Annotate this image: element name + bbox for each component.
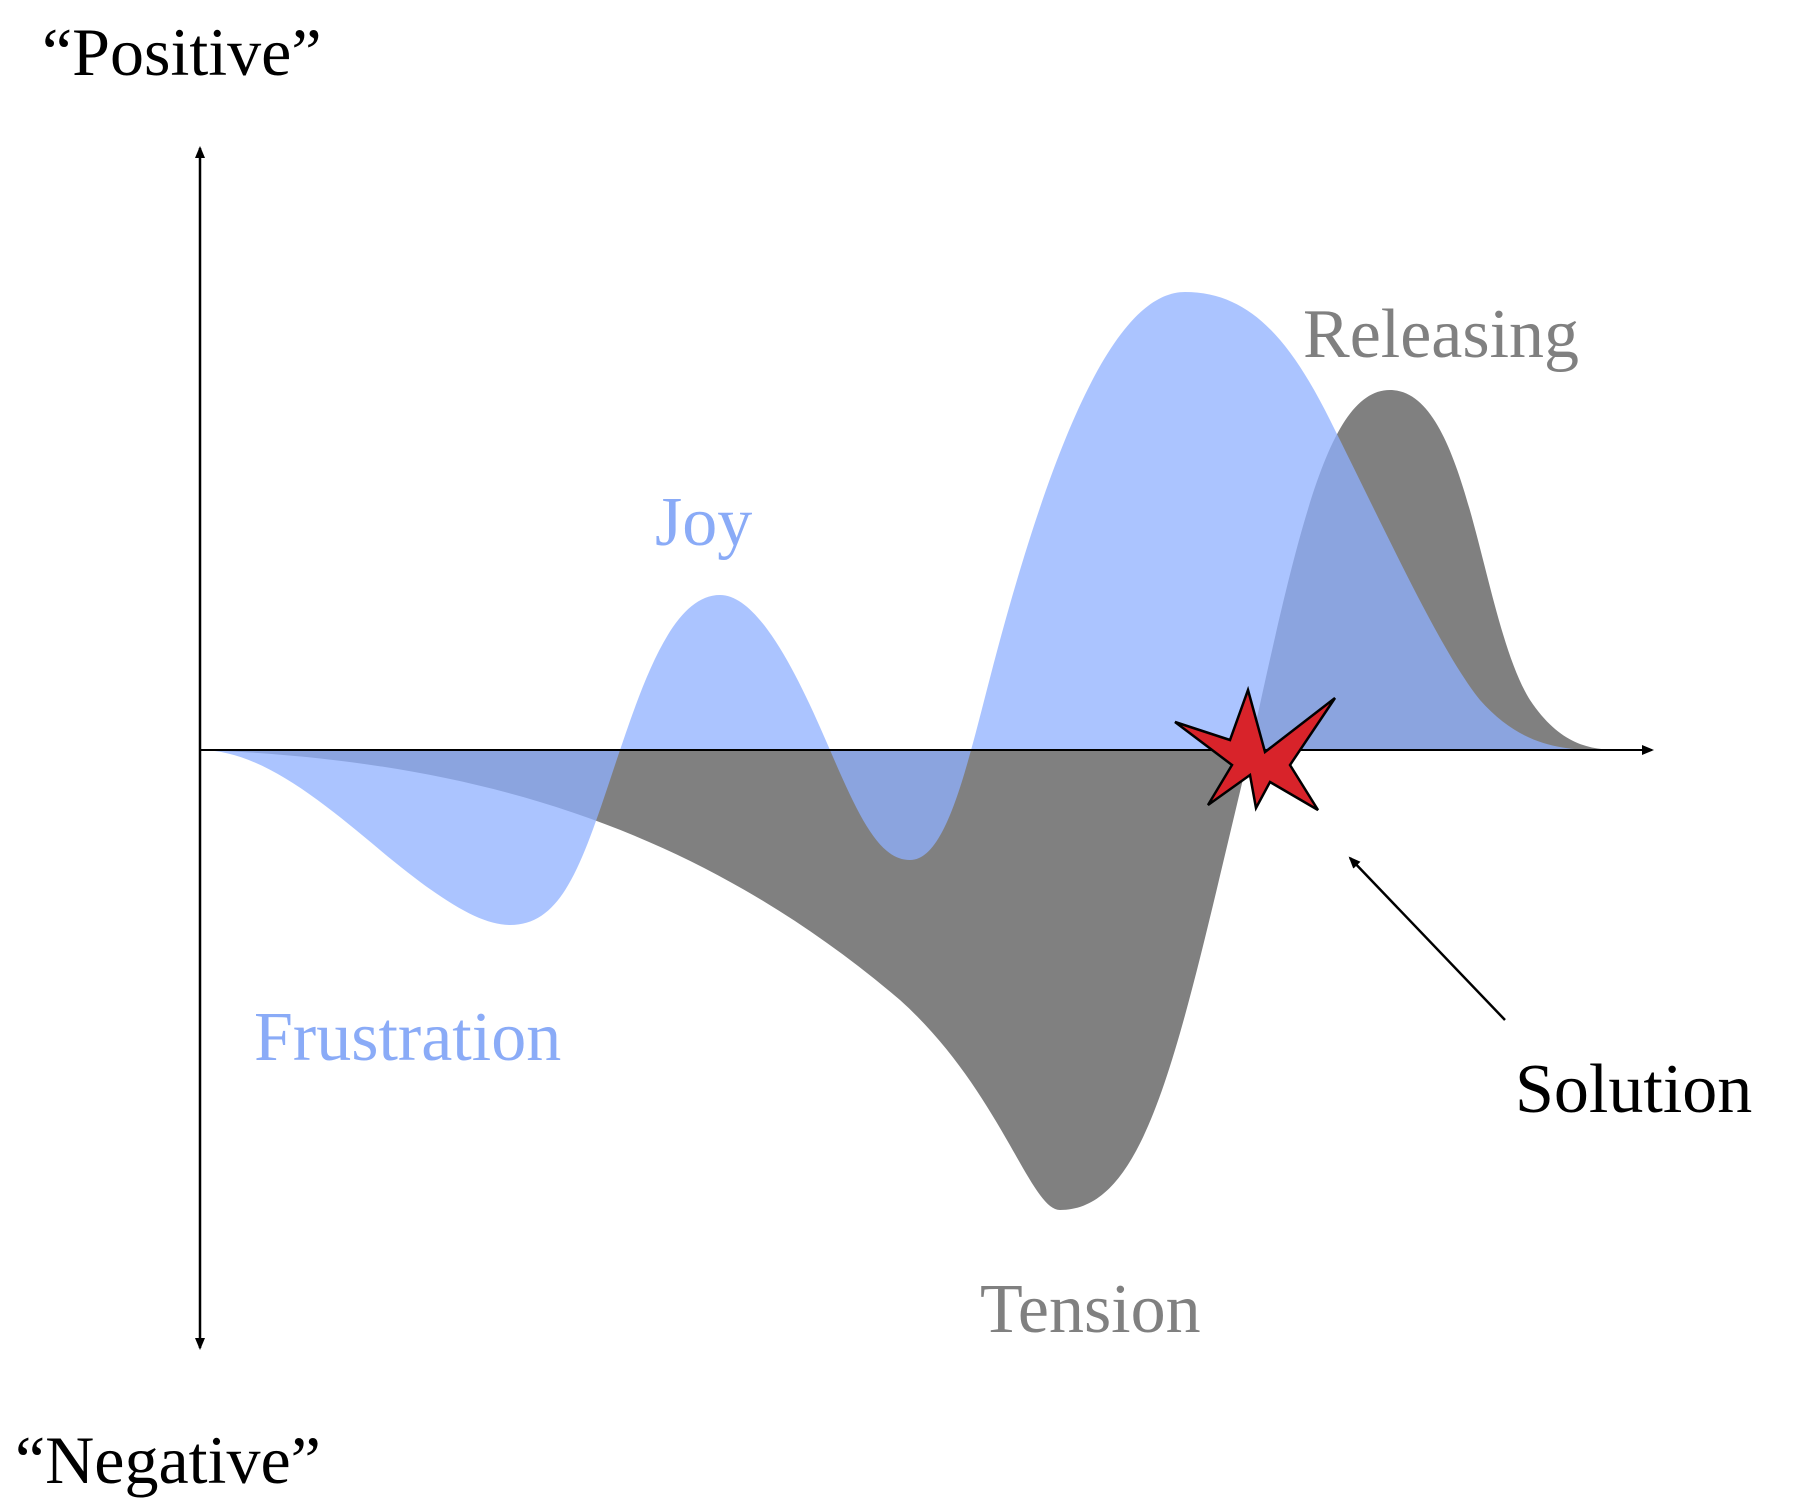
solution-star-icon bbox=[1174, 685, 1337, 812]
positive-axis-label: “Positive” bbox=[42, 14, 322, 90]
solution-arrow bbox=[1348, 856, 1506, 1021]
negative-axis-label: “Negative” bbox=[15, 1422, 321, 1498]
releasing-label: Releasing bbox=[1303, 296, 1579, 373]
emotion-curve bbox=[200, 292, 1600, 925]
solution-label: Solution bbox=[1515, 1051, 1752, 1128]
joy-label: Joy bbox=[655, 484, 752, 561]
tension-label: Tension bbox=[980, 1271, 1201, 1348]
frustration-label: Frustration bbox=[254, 999, 561, 1076]
